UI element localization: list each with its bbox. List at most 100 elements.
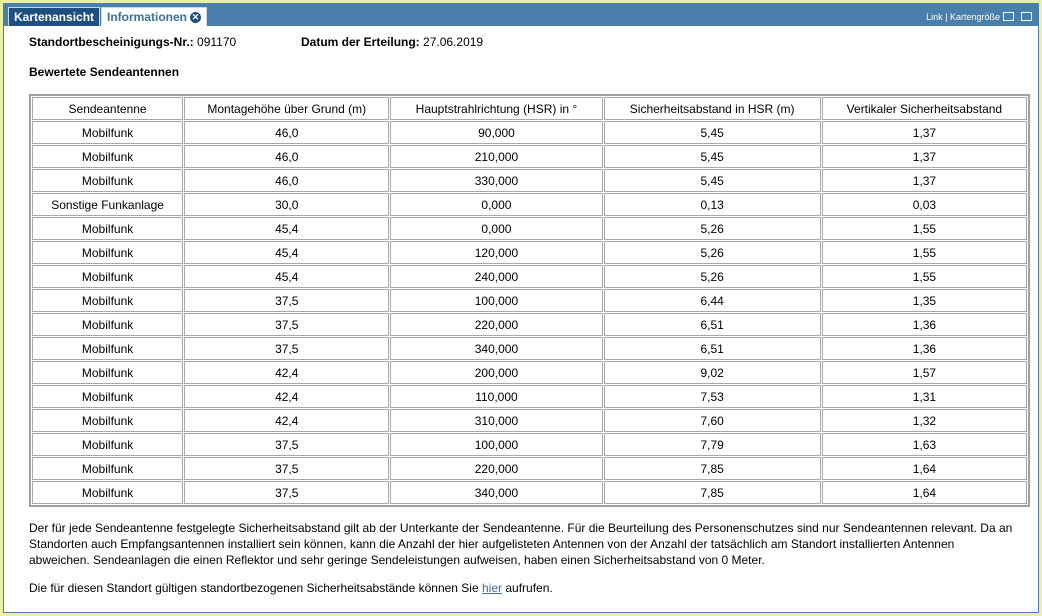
cell: 46,0 xyxy=(184,121,390,144)
text: Die für diesen Standort gültigen standor… xyxy=(29,581,479,595)
note: Der für jede Sendeantenne festgelegte Si… xyxy=(29,521,1013,567)
cell: 6,51 xyxy=(603,337,821,360)
cell: 100,000 xyxy=(390,433,603,456)
cell: Mobilfunk xyxy=(32,145,184,168)
column-header: Sicherheitsabstand in HSR (m) xyxy=(603,97,821,120)
cell: 220,000 xyxy=(390,457,603,480)
cell: 1,36 xyxy=(821,337,1027,360)
table-row: Mobilfunk 42,4 110,000 7,53 1,31 xyxy=(32,385,1027,408)
cell: 0,000 xyxy=(390,193,603,216)
cell: 5,45 xyxy=(603,121,821,144)
cell: Mobilfunk xyxy=(32,241,184,264)
cell: 200,000 xyxy=(390,361,603,384)
table-row: Mobilfunk 45,4 0,000 5,26 1,55 xyxy=(32,217,1027,240)
tab-label: Informationen xyxy=(107,10,187,24)
antenna-table: Sendeantenne Montagehöhe über Grund (m) Ha… xyxy=(29,94,1030,507)
cell: 42,4 xyxy=(184,409,390,432)
table-row: Mobilfunk 42,4 310,000 7,60 1,32 xyxy=(32,409,1027,432)
table-row: Mobilfunk 37,5 340,000 7,85 1,64 xyxy=(32,481,1027,504)
cell: 7,53 xyxy=(603,385,821,408)
cell: 9,02 xyxy=(603,361,821,384)
cell: 1,64 xyxy=(821,481,1027,504)
cell: 37,5 xyxy=(184,289,390,312)
cell: 5,45 xyxy=(603,169,821,192)
cell: Sonstige Funkanlage xyxy=(32,193,184,216)
cell: 6,44 xyxy=(603,289,821,312)
cell: 1,36 xyxy=(821,313,1027,336)
cell: 120,000 xyxy=(390,241,603,264)
tab[interactable]: Kartenansicht xyxy=(8,7,100,26)
cell: 37,5 xyxy=(184,457,390,480)
cell: 7,60 xyxy=(603,409,821,432)
tab-active[interactable]: Informationen ✕ xyxy=(101,7,207,26)
table-row: Mobilfunk 42,4 200,000 9,02 1,57 xyxy=(32,361,1027,384)
cell: 0,13 xyxy=(603,193,821,216)
cell: 340,000 xyxy=(390,337,603,360)
cell: Mobilfunk xyxy=(32,457,184,480)
table-row: Mobilfunk 46,0 210,000 5,45 1,37 xyxy=(32,145,1027,168)
cell: 210,000 xyxy=(390,145,603,168)
cell: 1,57 xyxy=(821,361,1027,384)
cell: 220,000 xyxy=(390,313,603,336)
cell: 330,000 xyxy=(390,169,603,192)
cell: 45,4 xyxy=(184,241,390,264)
cell: Mobilfunk xyxy=(32,409,184,432)
value: 27.06.2019 xyxy=(423,35,484,49)
cell: Mobilfunk xyxy=(32,385,184,408)
cell: 42,4 xyxy=(184,361,390,384)
cell: 37,5 xyxy=(184,481,390,504)
cell: Mobilfunk xyxy=(32,337,184,360)
table-row: Mobilfunk 45,4 240,000 5,26 1,55 xyxy=(32,265,1027,288)
text: aufrufen. xyxy=(505,581,553,595)
cell: 37,5 xyxy=(184,433,390,456)
note-link-line: Die für diesen Standort gültigen standor… xyxy=(29,581,553,595)
link[interactable]: hier xyxy=(482,581,503,595)
cell: 5,26 xyxy=(603,241,821,264)
column-header: Vertikaler Sicherheitsabstand xyxy=(821,97,1027,120)
cert-info: Standortbescheinigungs-Nr.: 091170 xyxy=(29,35,236,49)
label: Standortbescheinigungs-Nr.: xyxy=(29,35,194,49)
tab-bar: Kartenansicht Informationen ✕ Link | Kart… xyxy=(4,4,1038,26)
table-body: Mobilfunk 46,0 90,000 5,45 1,37 Mobilfunk 46,0… xyxy=(32,121,1027,504)
cell: 1,37 xyxy=(821,169,1027,192)
cell: 310,000 xyxy=(390,409,603,432)
cell: 1,35 xyxy=(821,289,1027,312)
table-row: Mobilfunk 37,5 100,000 6,44 1,35 xyxy=(32,289,1027,312)
table-row: Mobilfunk 37,5 220,000 6,51 1,36 xyxy=(32,313,1027,336)
close-icon[interactable]: ✕ xyxy=(190,12,201,23)
cell: 1,55 xyxy=(821,265,1027,288)
cell: 1,63 xyxy=(821,433,1027,456)
cell: 1,32 xyxy=(821,409,1027,432)
value: 091170 xyxy=(197,35,237,49)
date-info: Datum der Erteilung: 27.06.2019 xyxy=(301,35,483,49)
cell: Mobilfunk xyxy=(32,217,184,240)
table-row: Mobilfunk 45,4 120,000 5,26 1,55 xyxy=(32,241,1027,264)
column-header: Sendeantenne xyxy=(32,97,184,120)
cell: 37,5 xyxy=(184,337,390,360)
cell: 100,000 xyxy=(390,289,603,312)
cell: 1,55 xyxy=(821,217,1027,240)
table-row: Mobilfunk 46,0 330,000 5,45 1,37 xyxy=(32,169,1027,192)
cell: Mobilfunk xyxy=(32,361,184,384)
top-links[interactable]: Link | Kartengröße xyxy=(926,12,1000,22)
column-header: Hauptstrahlrichtung (HSR) in ° xyxy=(390,97,603,120)
table-row: Mobilfunk 37,5 340,000 6,51 1,36 xyxy=(32,337,1027,360)
column-header: Montagehöhe über Grund (m) xyxy=(184,97,390,120)
cell: 7,85 xyxy=(603,457,821,480)
cell: 46,0 xyxy=(184,169,390,192)
cell: 45,4 xyxy=(184,265,390,288)
cell: 1,55 xyxy=(821,241,1027,264)
cell: 30,0 xyxy=(184,193,390,216)
cell: 1,31 xyxy=(821,385,1027,408)
cell: Mobilfunk xyxy=(32,313,184,336)
cell: 1,64 xyxy=(821,457,1027,480)
cell: 42,4 xyxy=(184,385,390,408)
resize-icon[interactable] xyxy=(1003,12,1014,21)
cell: 90,000 xyxy=(390,121,603,144)
cell: 37,5 xyxy=(184,313,390,336)
heading: Bewertete Sendeantennen xyxy=(29,65,180,79)
cell: 6,51 xyxy=(603,313,821,336)
maximize-icon[interactable] xyxy=(1021,12,1032,21)
cell: 5,26 xyxy=(603,217,821,240)
